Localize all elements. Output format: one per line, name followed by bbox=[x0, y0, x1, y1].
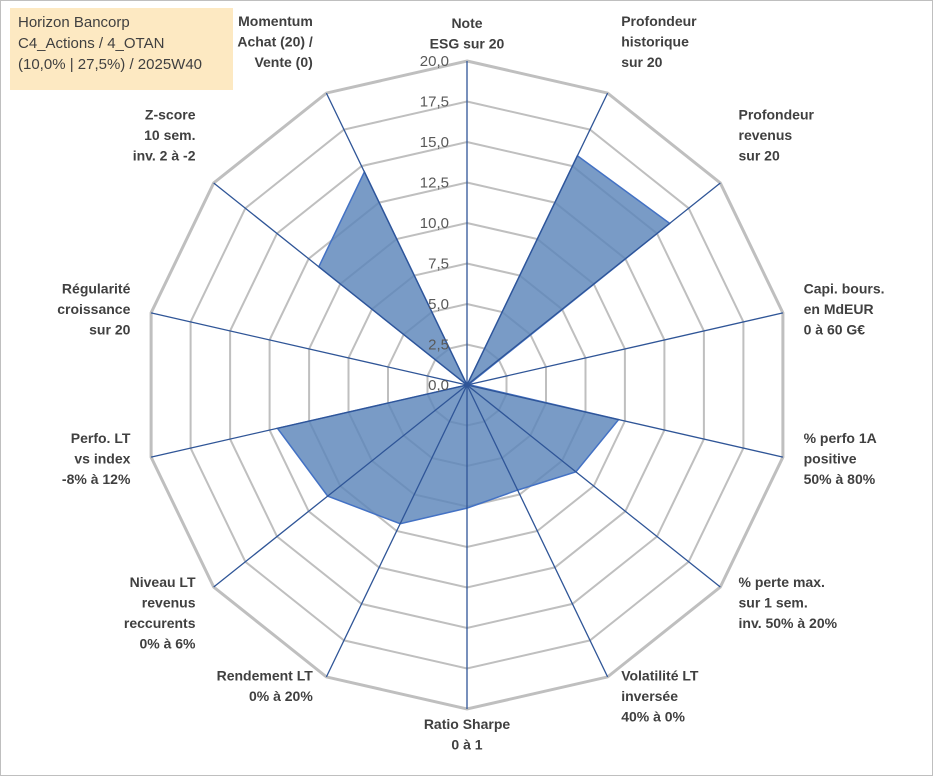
info-params: (10,0% | 27,5%) / 2025W40 bbox=[18, 56, 202, 73]
axis-label: % perfo 1A positive 50% à 80% bbox=[804, 430, 877, 487]
axis-spoke bbox=[213, 182, 468, 386]
tick-label: 2,5 bbox=[428, 337, 449, 354]
axis-spoke bbox=[325, 384, 468, 678]
tick-label: 0,0 bbox=[428, 377, 449, 394]
axis-label: Z-score 10 sem. inv. 2 à -2 bbox=[133, 106, 196, 163]
axis-spoke bbox=[466, 384, 721, 588]
axis-label: Note ESG sur 20 bbox=[430, 15, 505, 52]
axis-label: Régularité croissance sur 20 bbox=[57, 280, 130, 337]
tick-label: 20,0 bbox=[420, 53, 449, 70]
tick-label: 15,0 bbox=[420, 134, 449, 151]
axis-label: Capi. bours. en MdEUR 0 à 60 G€ bbox=[804, 280, 885, 337]
axis-spoke bbox=[466, 384, 609, 678]
axis-label: % perte max. sur 1 sem. inv. 50% à 20% bbox=[739, 574, 838, 631]
axis-spoke bbox=[325, 92, 468, 386]
axis-spoke bbox=[466, 312, 784, 386]
axis-label: Profondeur historique sur 20 bbox=[621, 13, 697, 70]
info-box: Horizon Bancorp C4_Actions / 4_OTAN (10,… bbox=[10, 8, 233, 90]
tick-label: 5,0 bbox=[428, 296, 449, 313]
info-category: C4_Actions / 4_OTAN bbox=[18, 35, 165, 52]
series-area bbox=[276, 154, 671, 525]
axis-label: Perfo. LT vs index -8% à 12% bbox=[62, 430, 131, 487]
axis-spoke bbox=[466, 384, 784, 458]
tick-label: 10,0 bbox=[420, 215, 449, 232]
axis-label: Momentum Achat (20) / Vente (0) bbox=[237, 13, 313, 70]
tick-label: 17,5 bbox=[420, 94, 449, 111]
axis-label: Volatilité LT inversée 40% à 0% bbox=[621, 668, 699, 725]
axis-label: Rendement LT 0% à 20% bbox=[217, 668, 314, 705]
info-company: Horizon Bancorp bbox=[18, 14, 130, 31]
axis-label: Profondeur revenus sur 20 bbox=[739, 106, 815, 163]
axis-spoke bbox=[213, 384, 468, 588]
axis-spoke bbox=[150, 384, 468, 458]
axis-spoke bbox=[466, 92, 609, 386]
axis-spoke bbox=[466, 182, 721, 386]
axis-label: Niveau LT revenus reccurents 0% à 6% bbox=[124, 574, 196, 652]
axis-label: Ratio Sharpe 0 à 1 bbox=[424, 716, 511, 753]
tick-label: 12,5 bbox=[420, 175, 449, 192]
tick-label: 7,5 bbox=[428, 256, 449, 273]
axis-spoke bbox=[150, 312, 468, 386]
